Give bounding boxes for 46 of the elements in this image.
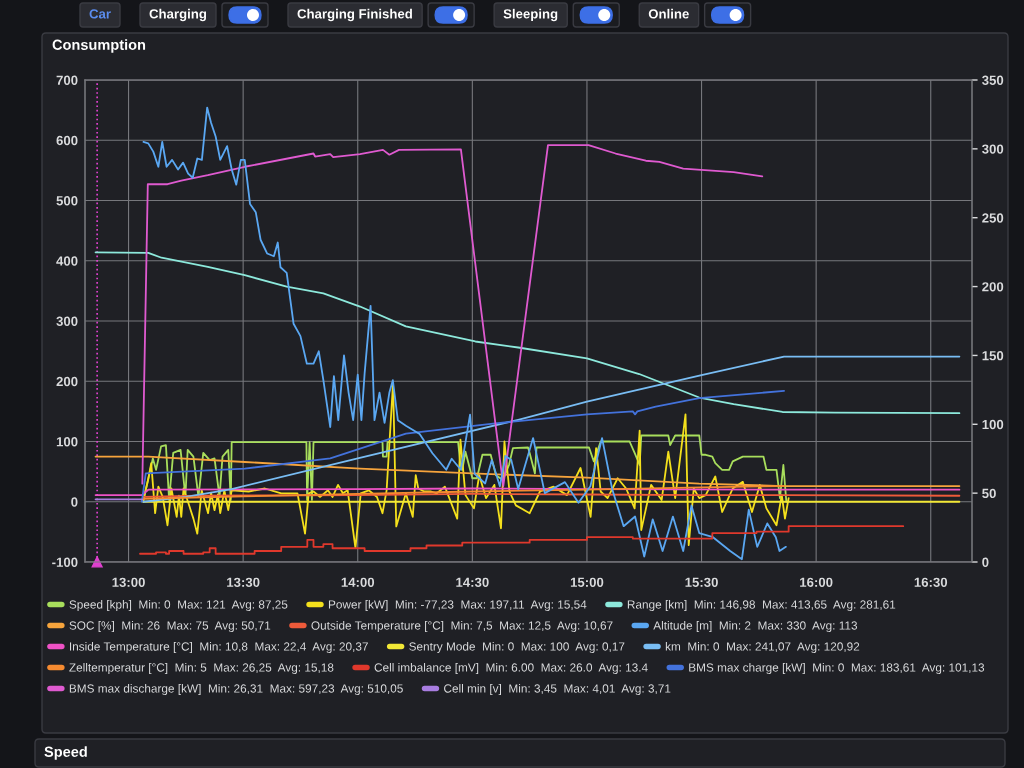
x-tick-label: 15:30 <box>685 577 718 587</box>
x-tick-label: 16:30 <box>914 577 948 587</box>
legend-label: SOC [%] Min: 26 Max: 75 Avg: 50,71 <box>69 621 271 633</box>
text: Sleeping <box>503 8 558 22</box>
text: Online <box>648 8 689 19</box>
y2-tick-label: 150 <box>982 351 1004 361</box>
text: Speed <box>44 746 87 760</box>
legend-label: BMS max discharge [kW] Min: 26,31 Max: 597,23 Avg: 510,05 <box>69 684 403 695</box>
legend-label: Cell imbalance [mV] Min: 6.00 Max: 26.0 Avg: 13.4 <box>374 663 648 674</box>
legend-label: BMS max charge [kW] Min: 0 Max: 183,61 Avg: 101,13 <box>689 663 985 674</box>
y2-tick-label: 50 <box>982 488 996 499</box>
legend-label: Sentry Mode Min: 0 Max: 100 Avg: 0,17 <box>409 642 625 654</box>
x-tick-label: 14:30 <box>456 577 489 587</box>
y2-tick-label: 250 <box>982 213 1004 223</box>
y-tick-label: 600 <box>56 135 78 146</box>
y-tick-label: -100 <box>52 557 78 567</box>
y2-tick-label: 300 <box>982 144 1004 154</box>
legend-label: Zelltemperatur [°C] Min: 5 Max: 26,25 Avg: 15,18 <box>69 663 334 674</box>
legend-label: Inside Temperature [°C] Min: 10,8 Max: 22,4 Avg: 20,37 <box>69 642 368 654</box>
y-tick-label: 100 <box>56 437 78 447</box>
text: Charging <box>149 8 207 22</box>
x-tick-label: 14:00 <box>341 577 375 587</box>
y-tick-label: 300 <box>56 316 78 326</box>
y2-tick-label: 350 <box>982 75 1004 85</box>
text: Car <box>89 9 111 19</box>
y2-tick-label: 0 <box>982 557 989 567</box>
x-tick-label: 13:00 <box>112 577 145 587</box>
legend-label: Cell min [v] Min: 3,45 Max: 4,01 Avg: 3,71 <box>444 684 671 695</box>
y-tick-label: 500 <box>56 196 78 206</box>
legend-label: Range [km] Min: 146,98 Max: 413,65 Avg: 281,61 <box>627 600 896 612</box>
legend-label: Outside Temperature [°C] Min: 7,5 Max: 12,5 Avg: 10,67 <box>311 621 613 633</box>
legend-label: Power [kW] Min: -77,23 Max: 197,11 Avg: 15,54 <box>328 600 587 612</box>
x-tick-label: 13:30 <box>227 577 260 587</box>
y2-tick-label: 100 <box>982 419 1004 430</box>
legend-label: Speed [kph] Min: 0 Max: 121 Avg: 87,25 <box>69 600 288 612</box>
text: Charging Finished <box>297 8 412 22</box>
legend-label: km Min: 0 Max: 241,07 Avg: 120,92 <box>665 642 860 654</box>
y-tick-label: 200 <box>56 376 78 387</box>
y2-tick-label: 200 <box>982 282 1004 292</box>
y-tick-label: 700 <box>56 75 78 85</box>
x-tick-label: 16:00 <box>800 577 833 587</box>
chart-title: Consumption <box>52 39 146 53</box>
x-tick-label: 15:00 <box>570 577 604 587</box>
legend-label: Altitude [m] Min: 2 Max: 330 Avg: 113 <box>653 621 858 633</box>
y-tick-label: 400 <box>56 256 78 266</box>
y-tick-label: 0 <box>71 497 78 507</box>
